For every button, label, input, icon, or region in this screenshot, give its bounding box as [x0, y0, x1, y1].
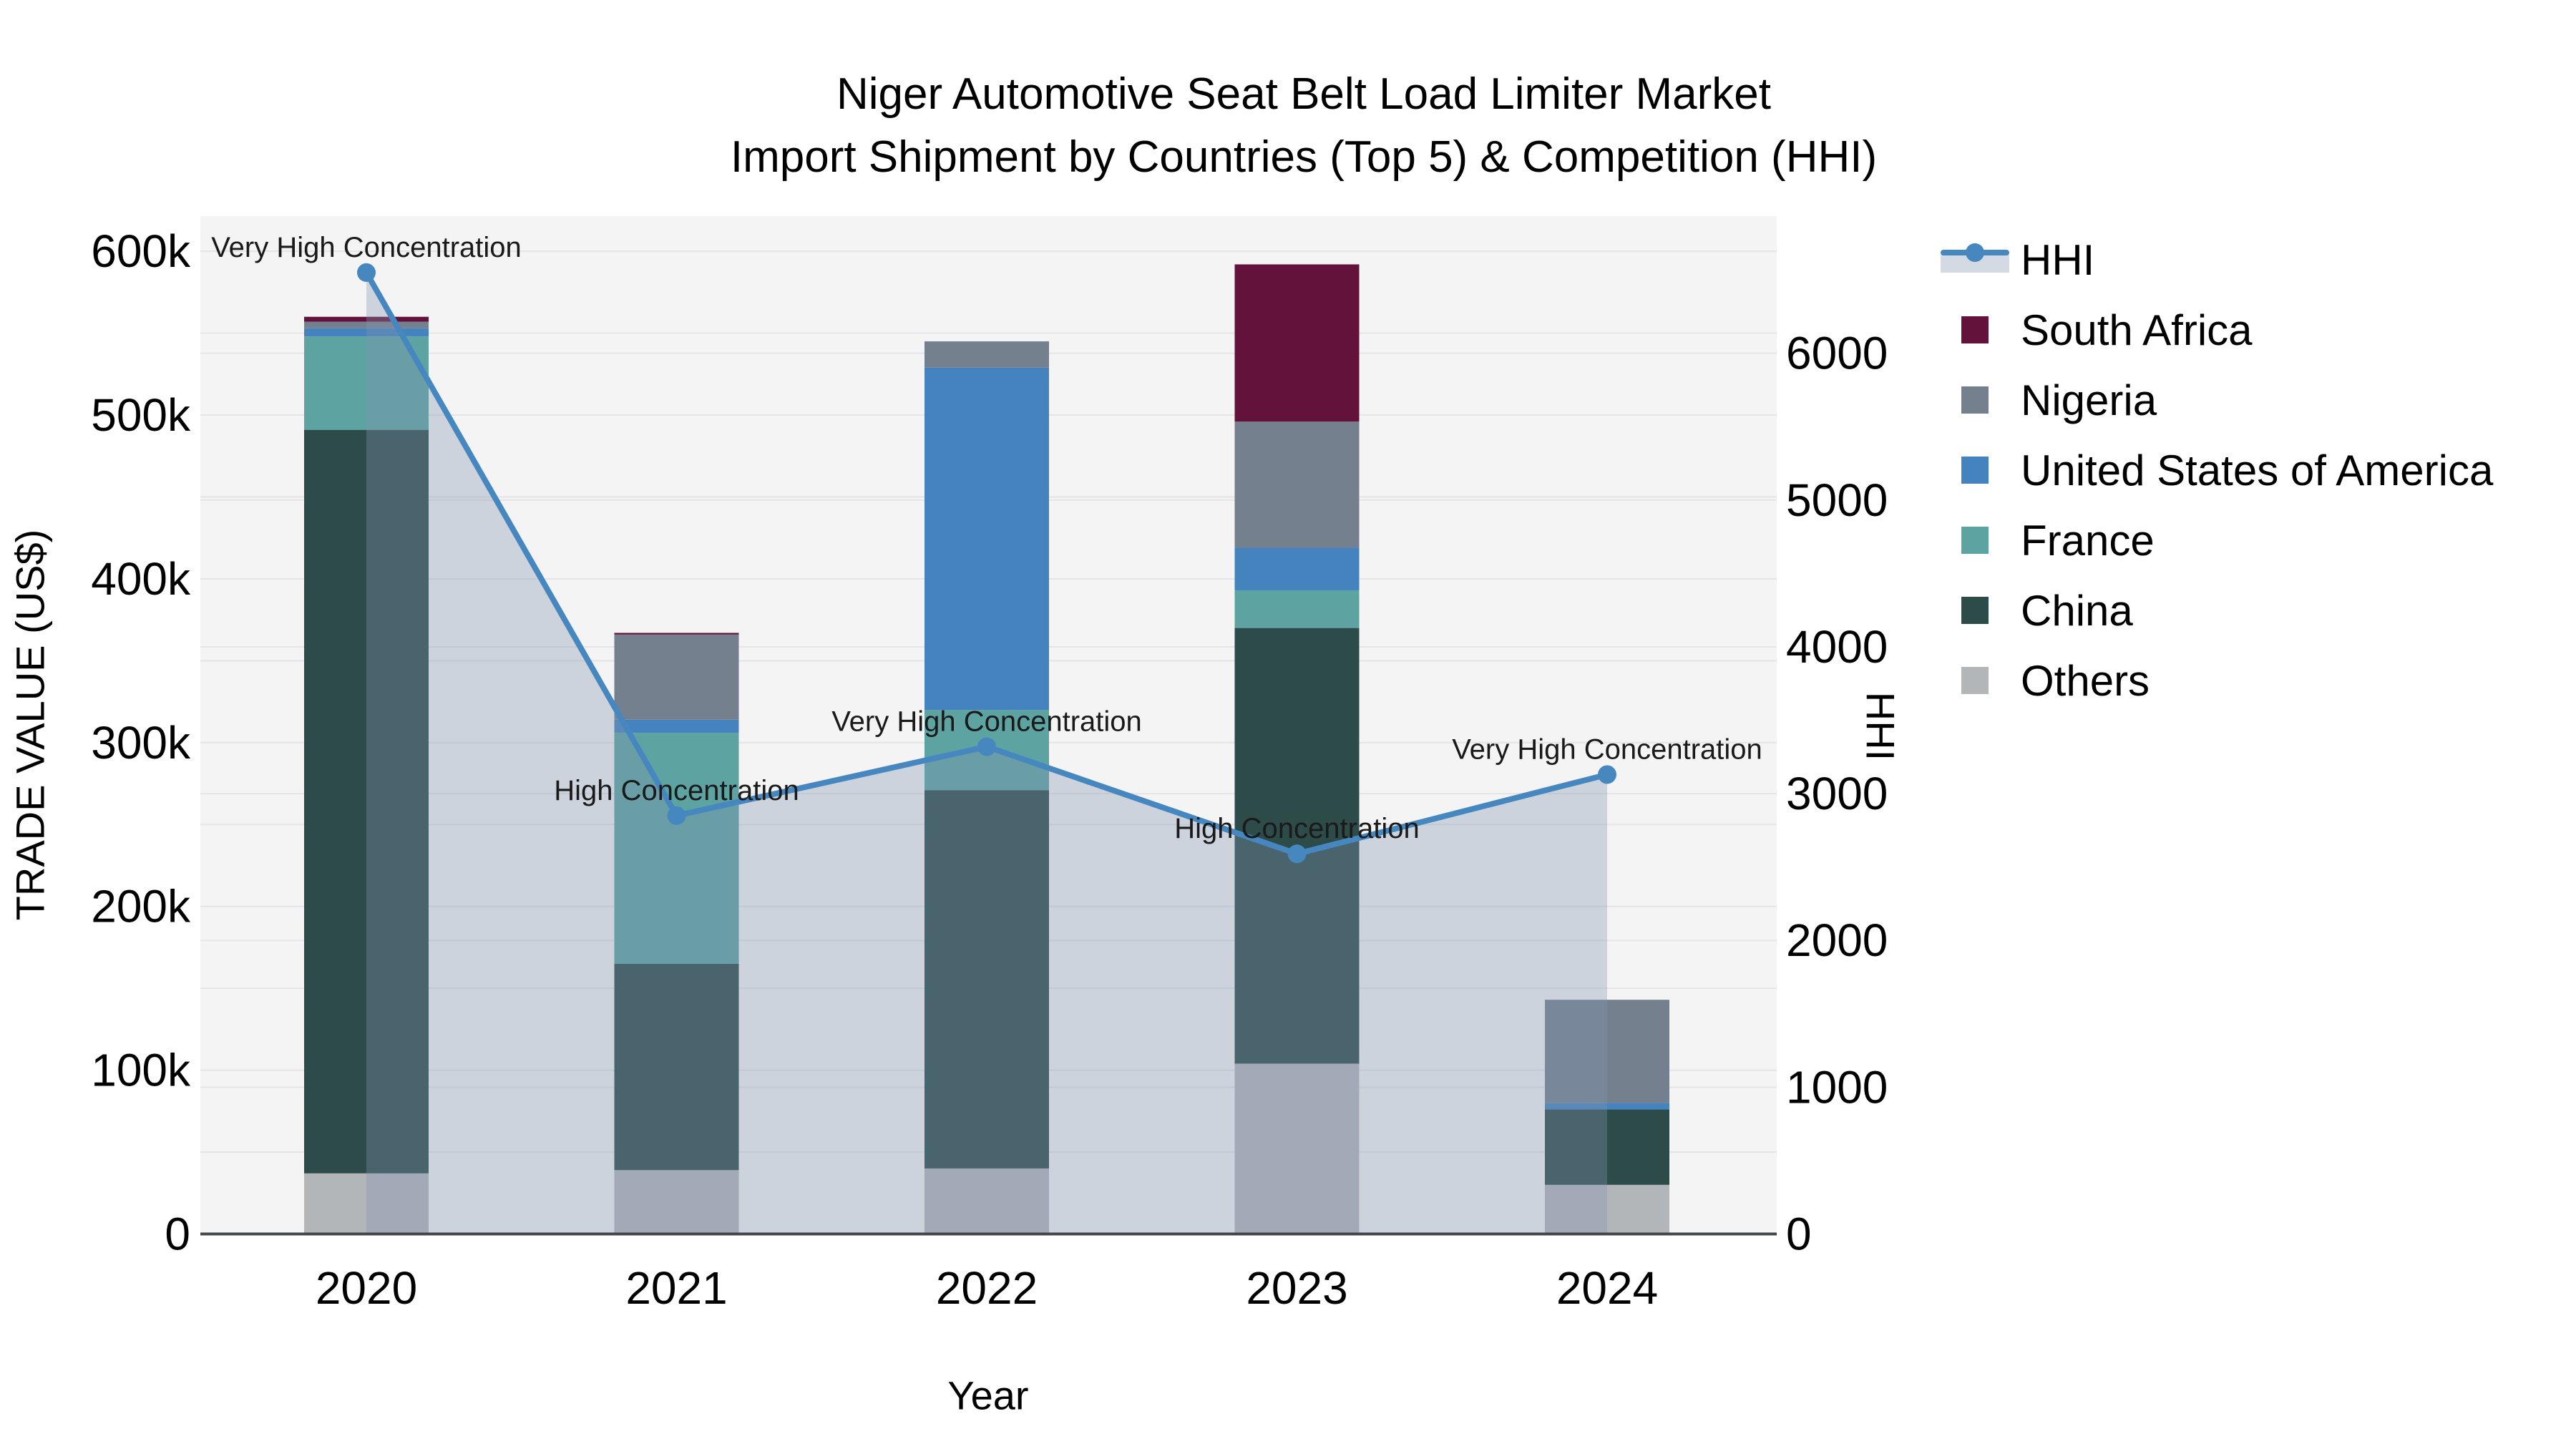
annotation-2024: Very High Concentration: [1452, 733, 1762, 765]
chart-title: Niger Automotive Seat Belt Load Limiter …: [731, 63, 1877, 189]
legend-item-others[interactable]: Others: [1941, 645, 2493, 716]
bar-segment-others-2020[interactable]: [304, 1173, 429, 1234]
y-left-tick-100k: 100k: [91, 1045, 191, 1096]
color-swatch-united-states-of-america: [1961, 457, 1989, 484]
legend-swatch-icon: [1941, 517, 2009, 563]
legend-label: United States of America: [2021, 446, 2494, 494]
hhi-marker-2024[interactable]: [1598, 765, 1616, 784]
legend-label: HHI: [2021, 235, 2095, 284]
legend-item-hhi[interactable]: HHI: [1941, 225, 2493, 295]
bar-segment-china-2024[interactable]: [1545, 1109, 1669, 1185]
color-swatch-others: [1961, 667, 1989, 694]
legend-item-nigeria[interactable]: Nigeria: [1941, 365, 2493, 435]
color-swatch-nigeria: [1961, 386, 1989, 414]
y-left-tick-500k: 500k: [91, 389, 191, 441]
bar-segment-china-2020[interactable]: [304, 429, 429, 1174]
bar-segment-nigeria-2022[interactable]: [924, 341, 1049, 368]
y-left-tick-200k: 200k: [91, 881, 191, 932]
bar-series-group: [304, 264, 1669, 1234]
hhi-marker-2020[interactable]: [357, 263, 376, 282]
chart-title-line2: Import Shipment by Countries (Top 5) & C…: [730, 132, 1878, 182]
y-right-tick-5000: 5000: [1786, 474, 1888, 526]
legend-item-united-states-of-america[interactable]: United States of America: [1941, 435, 2493, 505]
legend-item-south-africa[interactable]: South Africa: [1941, 295, 2493, 365]
bar-segment-others-2024[interactable]: [1545, 1184, 1669, 1234]
y-left-tick-400k: 400k: [91, 553, 191, 605]
bar-segment-united-states-of-america-2021[interactable]: [614, 719, 739, 733]
legend-item-france[interactable]: France: [1941, 505, 2493, 575]
x-tick-2022: 2022: [936, 1262, 1038, 1314]
x-tick-2020: 2020: [316, 1262, 417, 1314]
bar-segment-others-2021[interactable]: [614, 1170, 739, 1234]
bar-segment-france-2020[interactable]: [304, 336, 429, 430]
bar-segment-united-states-of-america-2022[interactable]: [924, 367, 1049, 711]
legend-label: Nigeria: [2021, 376, 2157, 424]
bar-segment-south-africa-2020[interactable]: [304, 316, 429, 322]
bar-segment-nigeria-2021[interactable]: [614, 634, 739, 720]
annotation-2021: High Concentration: [554, 775, 799, 806]
legend-swatch-icon: [1941, 307, 2009, 353]
y-left-tick-600k: 600k: [91, 225, 191, 277]
bar-segment-united-states-of-america-2023[interactable]: [1234, 547, 1360, 590]
hhi-line-sample-icon: [1941, 237, 2009, 283]
bar-segment-china-2021[interactable]: [614, 963, 739, 1171]
legend-label: France: [2021, 516, 2155, 565]
legend-swatch-icon: [1941, 447, 2009, 493]
x-tick-2024: 2024: [1556, 1262, 1658, 1314]
bar-segment-others-2023[interactable]: [1234, 1063, 1360, 1234]
legend-label: Others: [2021, 656, 2150, 705]
y-right-tick-4000: 4000: [1786, 621, 1888, 673]
hhi-marker-2022[interactable]: [977, 737, 996, 756]
y-right-tick-1000: 1000: [1786, 1061, 1888, 1113]
bar-segment-nigeria-2023[interactable]: [1234, 421, 1360, 548]
bar-segment-france-2023[interactable]: [1234, 590, 1360, 628]
y-right-tick-3000: 3000: [1786, 768, 1888, 819]
bar-segment-south-africa-2021[interactable]: [614, 633, 739, 635]
legend-label: China: [2021, 586, 2133, 635]
legend-swatch-icon: [1941, 587, 2009, 633]
bar-segment-others-2022[interactable]: [924, 1168, 1049, 1234]
chart-title-line1: Niger Automotive Seat Belt Load Limiter …: [836, 69, 1772, 119]
legend-item-china[interactable]: China: [1941, 575, 2493, 645]
hhi-marker-2023[interactable]: [1287, 844, 1307, 864]
color-swatch-france: [1961, 527, 1989, 554]
legend-swatch-icon: [1941, 377, 2009, 423]
y2-axis-title: HHI: [1858, 691, 1903, 761]
y-right-tick-6000: 6000: [1786, 328, 1888, 379]
annotation-2020: Very High Concentration: [211, 232, 522, 263]
x-axis-title: Year: [947, 1372, 1029, 1418]
hhi-marker-glyph: [1966, 243, 1984, 262]
color-swatch-south-africa: [1961, 316, 1989, 343]
y-right-tick-0: 0: [1786, 1209, 1812, 1260]
bar-segment-china-2022[interactable]: [924, 790, 1049, 1169]
bar-segment-united-states-of-america-2024[interactable]: [1545, 1103, 1669, 1110]
y-left-tick-300k: 300k: [91, 717, 191, 769]
annotation-2023: High Concentration: [1174, 813, 1419, 844]
color-swatch-china: [1961, 597, 1989, 624]
legend: HHI South Africa Nigeria United States of A…: [1941, 225, 2493, 716]
bar-segment-nigeria-2024[interactable]: [1545, 1000, 1669, 1103]
y-right-tick-2000: 2000: [1786, 914, 1888, 966]
y-left-tick-0: 0: [165, 1209, 190, 1260]
bar-segment-france-2021[interactable]: [614, 733, 739, 964]
y-axis-title: TRADE VALUE (US$): [7, 529, 53, 921]
hhi-marker-2021[interactable]: [667, 806, 686, 825]
annotation-2022: Very High Concentration: [831, 706, 1142, 737]
x-tick-2023: 2023: [1246, 1262, 1347, 1314]
legend-swatch-icon: [1941, 658, 2009, 703]
bar-segment-south-africa-2023[interactable]: [1234, 264, 1360, 422]
legend-label: South Africa: [2021, 306, 2253, 354]
bar-segment-nigeria-2020[interactable]: [304, 321, 429, 328]
bar-segment-united-states-of-america-2020[interactable]: [304, 328, 429, 337]
x-tick-2021: 2021: [625, 1262, 727, 1314]
